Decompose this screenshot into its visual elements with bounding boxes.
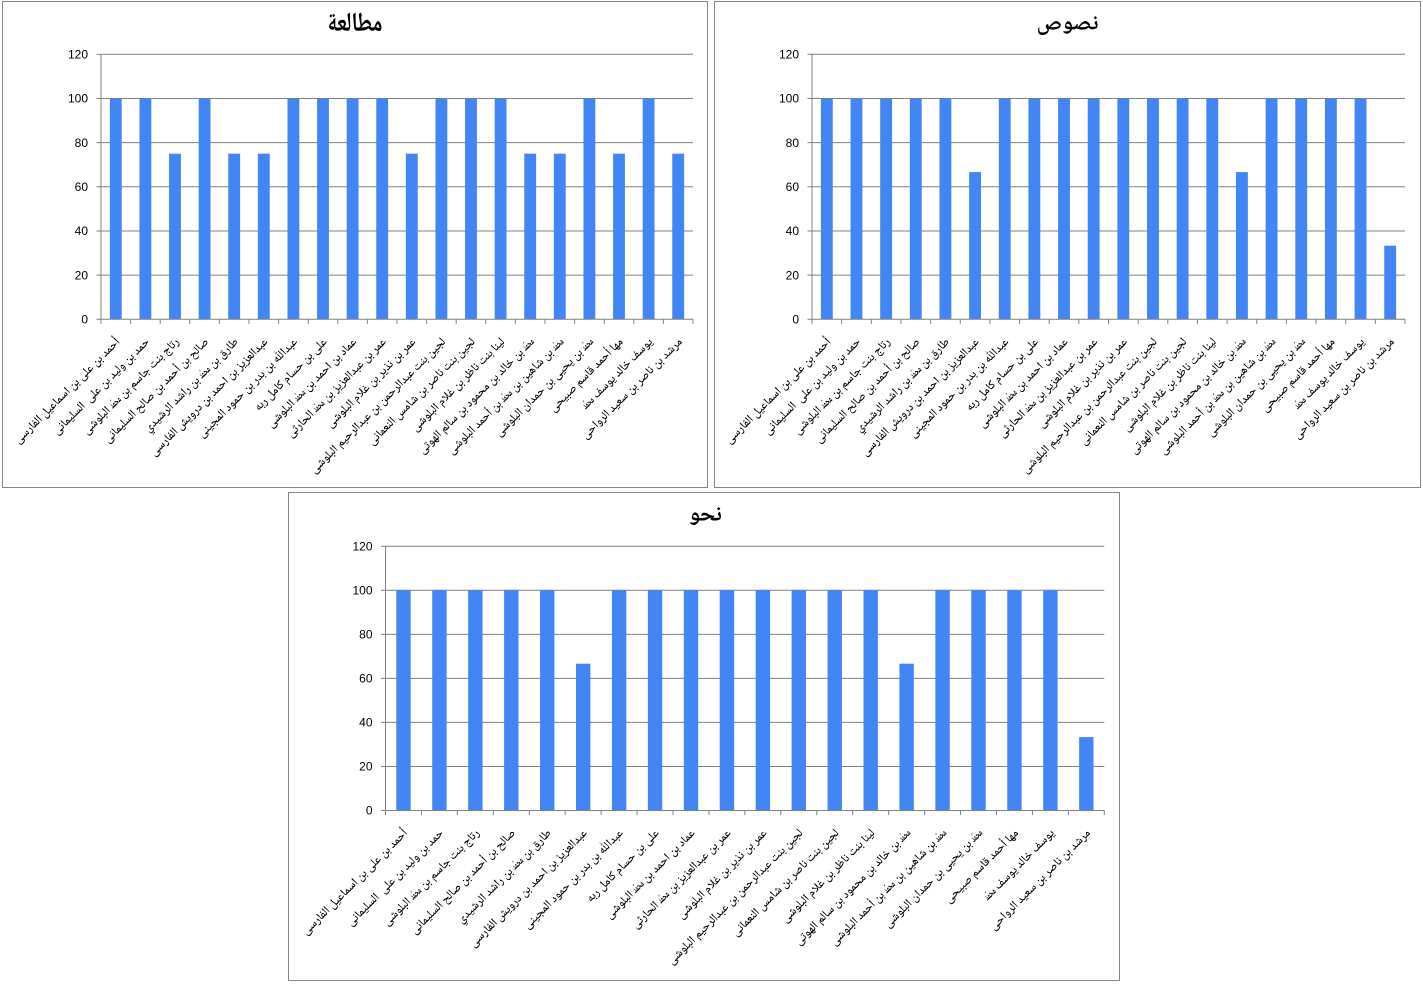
svg-text:0: 0 bbox=[792, 313, 799, 327]
svg-text:20: 20 bbox=[359, 760, 373, 774]
svg-text:40: 40 bbox=[786, 224, 800, 238]
svg-text:80: 80 bbox=[786, 136, 800, 150]
svg-text:80: 80 bbox=[359, 628, 373, 642]
svg-text:20: 20 bbox=[786, 268, 800, 282]
svg-text:80: 80 bbox=[75, 136, 89, 150]
svg-text:0: 0 bbox=[81, 313, 88, 327]
svg-text:120: 120 bbox=[352, 540, 372, 554]
svg-text:20: 20 bbox=[75, 268, 89, 282]
svg-text:100: 100 bbox=[352, 584, 372, 598]
svg-text:0: 0 bbox=[366, 804, 373, 818]
svg-text:40: 40 bbox=[75, 224, 89, 238]
svg-text:60: 60 bbox=[359, 672, 373, 686]
svg-text:60: 60 bbox=[75, 180, 89, 194]
svg-text:100: 100 bbox=[68, 92, 88, 106]
svg-text:120: 120 bbox=[68, 48, 88, 62]
svg-text:100: 100 bbox=[779, 92, 799, 106]
svg-text:40: 40 bbox=[359, 716, 373, 730]
svg-text:60: 60 bbox=[786, 180, 800, 194]
svg-text:120: 120 bbox=[779, 48, 799, 62]
